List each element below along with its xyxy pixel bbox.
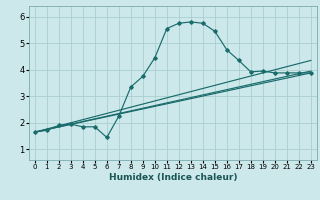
X-axis label: Humidex (Indice chaleur): Humidex (Indice chaleur) [108, 173, 237, 182]
